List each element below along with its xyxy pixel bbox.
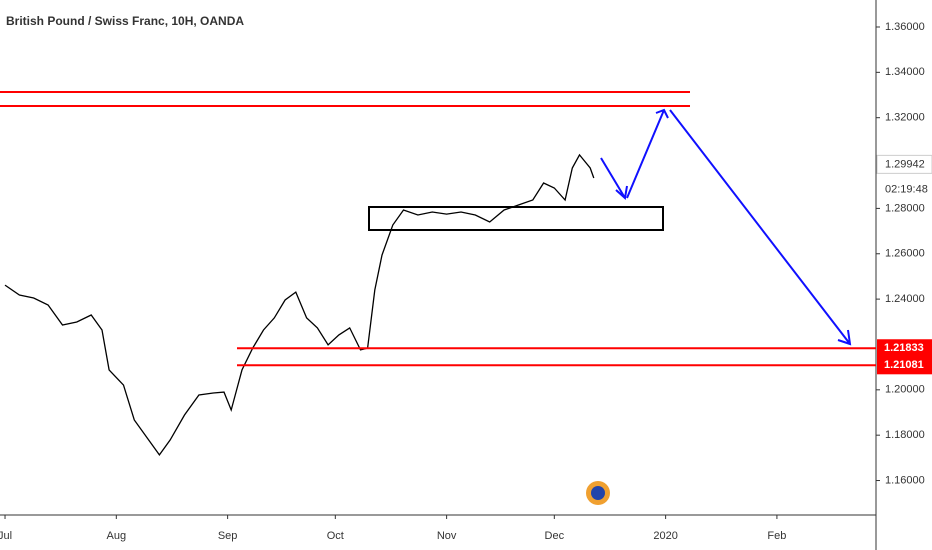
- price-badge: [877, 356, 932, 375]
- price-badge: [877, 339, 932, 358]
- arrow: [669, 109, 852, 346]
- logo-icon: [591, 486, 605, 500]
- x-tick-label: Nov: [437, 530, 457, 542]
- price-line: [4, 153, 595, 457]
- arrow: [600, 157, 628, 200]
- y-tick-label: 1.18000: [885, 429, 925, 441]
- y-tick-label: 1.36000: [885, 21, 925, 33]
- chart-title: British Pound / Swiss Franc, 10H, OANDA: [6, 14, 244, 28]
- x-tick-label: Aug: [107, 530, 127, 542]
- x-tick-label: Feb: [767, 530, 786, 542]
- level-label: 1.21081: [884, 359, 924, 371]
- countdown-label: 02:19:48: [885, 183, 928, 195]
- arrow: [626, 108, 669, 199]
- consolidation-box: [368, 206, 664, 231]
- last-price-label: 1.29942: [885, 158, 925, 170]
- x-tick-label: Sep: [218, 530, 238, 542]
- y-tick-label: 1.26000: [885, 248, 925, 260]
- y-tick-label: 1.28000: [885, 202, 925, 214]
- drawings: [0, 91, 852, 346]
- logo: [586, 481, 610, 505]
- y-tick-label: 1.16000: [885, 474, 925, 486]
- x-tick-label: Dec: [545, 530, 565, 542]
- y-tick-label: 1.34000: [885, 66, 925, 78]
- x-tick-label: Oct: [327, 530, 344, 542]
- level-label: 1.21833: [884, 342, 924, 354]
- y-tick-label: 1.32000: [885, 112, 925, 124]
- price-badge: [876, 154, 932, 174]
- y-tick-label: 1.24000: [885, 293, 925, 305]
- x-tick-label: 2020: [653, 530, 677, 542]
- x-tick-label: Jul: [0, 530, 12, 542]
- y-tick-label: 1.20000: [885, 384, 925, 396]
